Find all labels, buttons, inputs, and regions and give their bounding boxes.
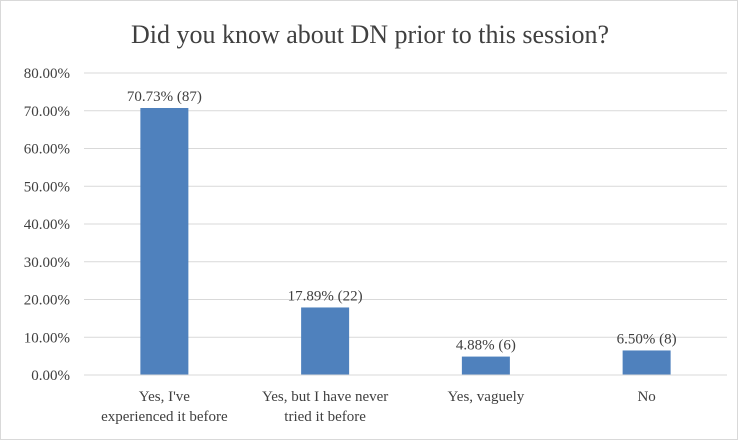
y-tick-label: 0.00% <box>31 368 70 384</box>
y-tick-label: 50.00% <box>24 179 70 195</box>
bar <box>301 307 350 375</box>
chart-title: Did you know about DN prior to this sess… <box>131 20 609 49</box>
y-tick-label: 30.00% <box>24 255 70 271</box>
bar <box>622 350 671 375</box>
y-tick-label: 40.00% <box>24 217 70 233</box>
x-category-label: Yes, I've <box>139 389 191 405</box>
bar <box>140 107 189 375</box>
gridlines <box>84 72 727 338</box>
data-label: 6.50% (8) <box>617 331 677 347</box>
x-category-label: Yes, but I have never <box>262 389 388 405</box>
data-label: 4.88% (6) <box>456 338 516 354</box>
data-labels: 70.73% (87) 17.89% (22) 4.88% (6) 6.50% (8) <box>127 89 677 354</box>
x-category-label: experienced it before <box>101 409 228 425</box>
y-tick-label: 70.00% <box>24 104 70 120</box>
data-label: 17.89% (22) <box>288 288 363 304</box>
y-tick-label: 80.00% <box>24 66 70 82</box>
x-category-label: No <box>637 389 655 405</box>
x-category-label: tried it before <box>284 409 366 425</box>
y-tick-label: 20.00% <box>24 293 70 309</box>
y-axis-tick-labels: 0.00% 10.00% 20.00% 30.00% 40.00% 50.00% 60.00… <box>24 66 70 384</box>
y-tick-label: 10.00% <box>24 330 70 346</box>
bars <box>140 107 671 375</box>
bar <box>461 356 510 375</box>
x-category-label: Yes, vaguely <box>447 389 524 405</box>
data-label: 70.73% (87) <box>127 89 202 105</box>
y-tick-label: 60.00% <box>24 142 70 158</box>
x-axis-category-labels: Yes, I've experienced it before Yes, but I… <box>101 389 656 425</box>
